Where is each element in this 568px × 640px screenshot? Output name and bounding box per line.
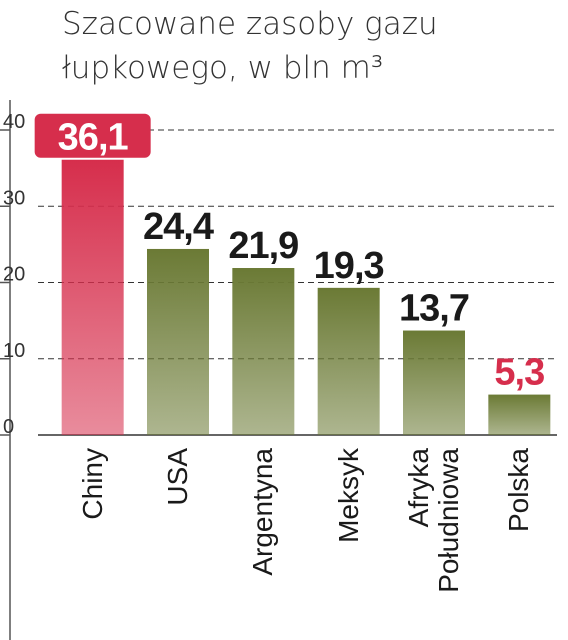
y-tick-label: 0 [3, 416, 14, 438]
bar [147, 248, 209, 435]
x-tick-label: USA [162, 448, 193, 506]
bar [232, 268, 295, 435]
value-label: 24,4 [143, 206, 214, 248]
y-tick-label: 20 [3, 264, 25, 286]
value-label: 5,3 [494, 352, 544, 394]
y-tick-label: 40 [3, 111, 25, 133]
bar [61, 159, 124, 436]
x-tick-label: Meksyk [332, 448, 364, 543]
y-tick-label: 10 [3, 340, 25, 362]
x-tick-label: Chiny [76, 448, 108, 520]
value-label: 36,1 [58, 117, 129, 159]
value-label: 21,9 [228, 225, 298, 267]
x-tick-label: Polska [503, 448, 535, 533]
value-label-box [34, 113, 151, 158]
value-label: 19,3 [314, 245, 384, 287]
value-label: 13,7 [399, 288, 469, 330]
y-tick-label: 30 [3, 187, 25, 209]
bar [488, 394, 551, 435]
x-tick-label: Argentyna [247, 448, 279, 576]
chart-title: Szacowane zasoby gazu łupkowego, w bln m… [62, 6, 438, 86]
bar [317, 287, 380, 435]
x-tick-label: Afryka Południowa [403, 448, 464, 593]
bar [403, 330, 465, 435]
